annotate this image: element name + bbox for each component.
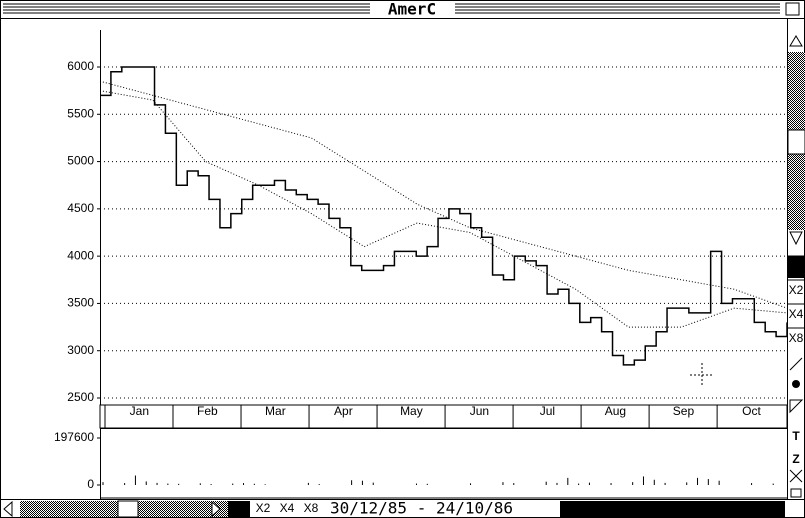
status-bar [0,499,805,518]
zoom-button[interactable]: X8 [304,501,319,515]
series-line [99,80,788,309]
zoom-selected [228,501,250,517]
x-tick-label: Jul [540,404,555,418]
series-line [100,66,788,366]
y-tick-label: 2500 [67,390,94,404]
y-tick-label: 4500 [67,201,94,215]
zoom-button[interactable]: X2 [256,501,271,515]
x-tick-label: Oct [742,404,761,418]
date-range: 30/12/85 - 24/10/86 [330,499,513,518]
side-zoom-button[interactable]: X4 [789,307,804,321]
y-tick-label: 5000 [67,154,94,168]
side-tool[interactable]: T [792,429,800,443]
zoom-selected [788,256,805,278]
series-line [99,90,788,328]
x-tick-label: Apr [334,404,353,418]
side-zoom-button[interactable]: X2 [789,283,804,297]
x-tick-label: Aug [605,404,626,418]
y-tick-label: 4000 [67,248,94,262]
x-tick-label: May [400,404,423,418]
cursor-readout: 17/9/86 2738.64 [562,499,707,518]
side-zoom-button[interactable]: X1 [789,259,804,273]
title-bar [0,2,805,19]
y-tick-label: 3000 [67,343,94,357]
volume-tick-label: 0 [87,477,94,491]
zoom-box[interactable] [785,2,800,16]
y-tick-label: 3500 [67,296,94,310]
side-zoom-button[interactable]: X8 [789,331,804,345]
zoom-button[interactable]: X1 [232,501,247,515]
x-tick-label: Mar [265,404,286,418]
x-tick-label: Feb [197,404,218,418]
x-tick-label: Jan [130,404,149,418]
scroll-arrows[interactable] [789,35,803,246]
scroll-thumb[interactable] [787,129,805,155]
side-tool[interactable]: Z [792,452,799,466]
volume-tick-label: 197600 [54,430,94,444]
y-tick-label: 6000 [67,59,94,73]
x-tick-label: Jun [470,404,489,418]
zoom-button[interactable]: X4 [280,501,295,515]
crosshair [690,363,714,387]
window-title: AmerC [388,0,436,19]
y-tick-label: 5500 [67,106,94,120]
x-tick-label: Sep [673,404,695,418]
